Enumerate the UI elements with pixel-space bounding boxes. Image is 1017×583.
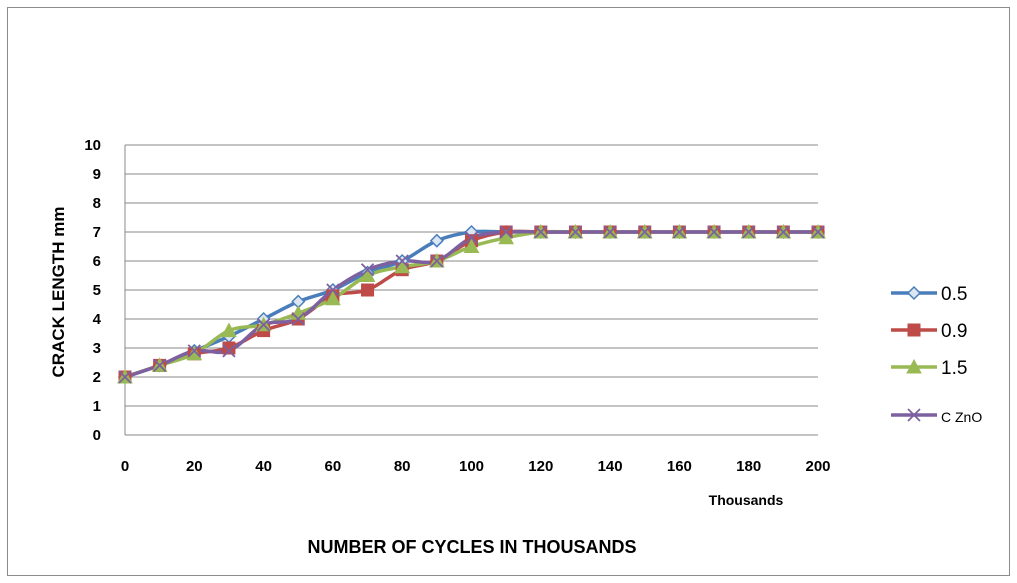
y-tick-label: 8: [93, 195, 101, 212]
y-tick-label: 0: [93, 427, 101, 444]
y-tick-label: 7: [93, 224, 101, 241]
series-line-0.5: [123, 229, 820, 379]
x-tick-label: 160: [667, 458, 692, 475]
data-point: [395, 254, 409, 268]
data-point: [430, 254, 444, 268]
data-point: [118, 370, 132, 384]
legend-label: 0.9: [941, 321, 967, 342]
data-point: [429, 233, 444, 248]
data-point: [291, 312, 305, 326]
y-tick-label: 5: [93, 282, 101, 299]
y-tick-label: 9: [93, 166, 101, 183]
y-tick-label: 10: [84, 137, 101, 154]
chart-frame: [7, 7, 1010, 576]
data-point: [221, 322, 237, 338]
data-point: [568, 225, 583, 239]
x-tick-label: 100: [459, 458, 484, 475]
y-tick-label: 6: [93, 253, 101, 270]
data-point: [463, 238, 480, 253]
data-point: [638, 225, 652, 239]
data-point: [742, 225, 756, 239]
legend-label: 1.5: [941, 358, 967, 379]
y-axis-title: CRACK LENGTH mm: [49, 207, 68, 378]
data-point: [603, 225, 617, 239]
x-axis-unit-label: Thousands: [709, 492, 784, 508]
legend-marker: [907, 408, 921, 422]
x-tick-label: 80: [394, 458, 411, 475]
data-point: [361, 283, 375, 297]
data-point: [498, 229, 514, 245]
x-axis-title: NUMBER OF CYCLES IN THOUSANDS: [307, 537, 636, 557]
data-point: [534, 225, 548, 239]
series-markers: [117, 223, 826, 385]
data-point: [672, 225, 687, 239]
x-tick-label: 20: [186, 458, 203, 475]
data-point: [360, 263, 375, 277]
x-tick-label: 180: [736, 458, 761, 475]
data-point: [256, 318, 271, 332]
x-tick-label: 120: [528, 458, 553, 475]
x-tick-label: 40: [255, 458, 272, 475]
x-tick-label: 0: [121, 458, 129, 475]
data-point: [222, 344, 236, 358]
y-tick-label: 2: [93, 369, 101, 386]
x-tick-labels: 0 20 40 60 80 100 120 140 160 180 200: [121, 458, 831, 475]
data-point: [707, 225, 721, 239]
data-point: [325, 290, 341, 306]
legend-marker: [906, 358, 922, 374]
legend-label: C ZnO: [941, 409, 982, 425]
data-point: [394, 258, 411, 274]
x-tick-label: 60: [325, 458, 342, 475]
axes: [124, 145, 818, 436]
y-tick-label: 4: [93, 311, 102, 328]
x-tick-label: 200: [805, 458, 830, 475]
legend-label: 0.5: [941, 284, 967, 305]
data-point: [187, 344, 201, 358]
data-point: [153, 358, 167, 373]
legend: 0.5 0.9 1.5 C ZnO: [891, 284, 982, 425]
series-line-0.9: [123, 229, 820, 379]
grid-lines: [125, 144, 818, 407]
data-point: [776, 225, 790, 239]
series-line-C-ZnO: [123, 229, 820, 379]
data-point: [222, 341, 236, 355]
legend-marker: [907, 323, 921, 337]
x-tick-label: 140: [598, 458, 623, 475]
legend-marker: [906, 285, 922, 301]
y-tick-labels: 0 1 2 3 4 5 6 7 8 9 10: [84, 137, 101, 444]
data-point: [359, 267, 376, 282]
data-point: [326, 283, 340, 297]
series-lines: [123, 229, 820, 379]
data-point: [499, 225, 513, 239]
series-line-1.5: [123, 229, 820, 379]
data-point: [811, 225, 825, 239]
data-point: [464, 231, 479, 245]
y-tick-label: 1: [93, 398, 101, 415]
y-tick-label: 3: [93, 340, 101, 357]
